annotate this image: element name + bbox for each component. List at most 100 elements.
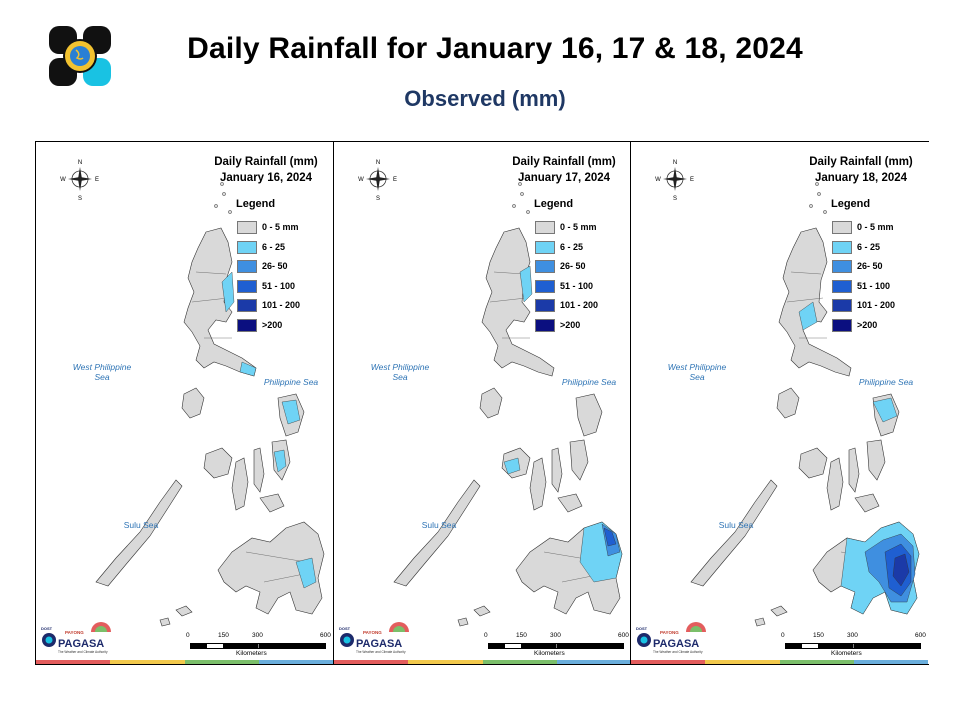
panel-date: January 16, 2024 — [219, 172, 313, 184]
panel-title: Daily Rainfall (mm) January 18, 2024 — [801, 154, 921, 186]
rainfall-area — [281, 399, 301, 425]
page-subtitle: Observed (mm) — [404, 86, 566, 111]
panel-jan-16: N S W E Daily Rainfall (mm) January 16, … — [36, 142, 333, 664]
compass-w: W — [358, 177, 364, 183]
legend-swatch — [832, 221, 852, 234]
island-luzon — [183, 227, 257, 377]
island-leyte — [866, 439, 886, 481]
scale-bar-graphic — [785, 643, 921, 649]
island-cebu — [848, 447, 860, 493]
island-bohol — [854, 493, 880, 513]
island-panay — [798, 447, 828, 479]
legend-swatch — [535, 221, 555, 234]
legend-swatch — [535, 260, 555, 273]
scale-tick-label: 600 — [320, 632, 331, 639]
province-boundary — [191, 297, 229, 303]
island-luzon — [778, 227, 852, 377]
legend-label: 6 - 25 — [560, 241, 584, 252]
philippines-map — [393, 182, 623, 627]
scale-tick-label: 0 — [186, 632, 190, 639]
philippines-map — [690, 182, 920, 627]
legend-heading: Legend — [831, 198, 871, 210]
color-strip — [36, 660, 333, 664]
legend-item: >200 — [237, 318, 333, 335]
islet — [817, 192, 821, 196]
island-bohol — [557, 493, 583, 513]
philippine-sea-label: Philippine Sea — [561, 377, 617, 387]
legend-swatch — [832, 240, 852, 254]
islet — [214, 204, 218, 208]
legend-item: >200 — [832, 318, 929, 335]
strip-segment — [482, 660, 557, 664]
island-cebu — [551, 447, 563, 493]
island-cebu — [253, 447, 265, 493]
svg-text:The Weather and Climate Author: The Weather and Climate Authority — [58, 650, 108, 654]
legend-swatch — [535, 318, 555, 332]
strip-segment — [258, 660, 333, 664]
philippine-sea-label: Philippine Sea — [858, 377, 914, 387]
panel-jan-18: N S W E Daily Rainfall (mm) January 18, … — [630, 142, 929, 664]
color-strip — [631, 660, 928, 664]
legend-item: 0 - 5 mm — [832, 221, 929, 237]
compass-e: E — [393, 177, 397, 183]
sulu-sea-label: Sulu Sea — [123, 520, 159, 530]
compass-rose-icon: N S W E — [60, 160, 99, 202]
island-bohol — [259, 493, 285, 513]
compass-n: N — [673, 160, 677, 166]
rainfall-area — [798, 301, 818, 331]
scale-tick-label: 150 — [813, 632, 824, 639]
island-samar — [575, 393, 603, 437]
svg-text:The Weather and Climate Author: The Weather and Climate Authority — [356, 650, 406, 654]
islet — [518, 182, 522, 186]
svg-text:DOST: DOST — [339, 626, 351, 631]
sulu-sea-label: Sulu Sea — [421, 520, 457, 530]
legend-item: 101 - 200 — [535, 299, 631, 315]
province-boundary — [790, 271, 822, 275]
compass-s: S — [376, 196, 380, 202]
compass-w: W — [60, 177, 66, 183]
legend-swatch — [535, 299, 555, 312]
legend-swatch — [832, 299, 852, 312]
rainfall-area — [273, 449, 287, 473]
legend-swatch — [535, 240, 555, 254]
legend-item: 51 - 100 — [535, 279, 631, 296]
scale-unit: Kilometers — [534, 650, 565, 657]
svg-text:PAYONG: PAYONG — [660, 630, 679, 635]
island-mindoro — [776, 387, 800, 419]
islet — [222, 192, 226, 196]
legend-label: 51 - 100 — [262, 280, 296, 291]
legend-item: 26- 50 — [832, 260, 929, 276]
west-philippine-sea-label: West Philippine Sea — [667, 362, 727, 382]
legend-label: 101 - 200 — [560, 300, 599, 310]
scale-bar: 0 150 300 600 Kilometers — [781, 632, 929, 662]
panel-title: Daily Rainfall (mm) January 16, 2024 — [206, 154, 326, 186]
svg-text:DOST: DOST — [636, 626, 648, 631]
islet — [809, 204, 813, 208]
scale-bar: 0 150 300 600 Kilometers — [484, 632, 631, 662]
legend-item: 6 - 25 — [535, 240, 631, 257]
islet — [526, 210, 530, 214]
scale-unit: Kilometers — [236, 650, 267, 657]
compass-n: N — [376, 160, 380, 166]
island-sulu — [159, 605, 193, 627]
legend-label: 26- 50 — [262, 261, 288, 271]
legend-item: 0 - 5 mm — [535, 221, 631, 237]
compass-s: S — [673, 196, 677, 202]
legend-label: 0 - 5 mm — [262, 222, 299, 232]
page-title: Daily Rainfall for January 16, 17 & 18, … — [187, 32, 803, 65]
islet — [512, 204, 516, 208]
legend-swatch — [237, 260, 257, 273]
island-luzon — [481, 227, 555, 377]
compass-s: S — [78, 196, 82, 202]
scale-unit: Kilometers — [831, 650, 862, 657]
island-sulu — [457, 605, 491, 627]
strip-segment — [36, 660, 111, 664]
rainfall-area — [221, 271, 235, 313]
island-negros — [529, 457, 547, 511]
scale-tick-label: 0 — [781, 632, 785, 639]
legend-label: 101 - 200 — [262, 300, 301, 310]
panel-title: Daily Rainfall (mm) January 17, 2024 — [504, 154, 624, 186]
west-philippine-sea-label: West Philippine Sea — [370, 362, 430, 382]
islet — [220, 182, 224, 186]
